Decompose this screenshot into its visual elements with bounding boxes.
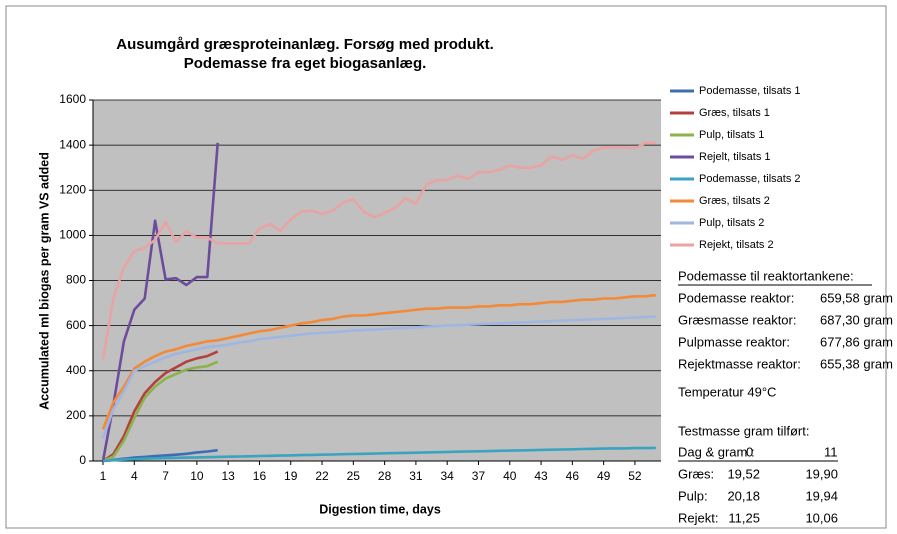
x-tick-label: 1 [100,469,107,483]
test-cell: 20,18 [727,488,760,503]
mass-label: Rejektmasse reaktor: [678,356,801,371]
series-line [101,142,219,462]
x-tick-label: 10 [190,469,204,483]
mass-label: Pulpmasse reaktor: [678,334,790,349]
legend-label: Podemasse, tilsats 2 [699,173,801,185]
mass-value: 655,38 gram [820,356,893,371]
x-tick-label: 49 [597,469,611,483]
x-tick-label: 40 [503,469,517,483]
legend-label: Græs, tilsats 1 [699,107,770,119]
test-cell: 19,90 [805,466,838,481]
legend-label: Rejelt, tilsats 1 [699,151,771,163]
x-tick-label: 34 [441,469,455,483]
x-tick-label: 52 [628,469,642,483]
legend-label: Græs, tilsats 2 [699,195,770,207]
series-line [101,141,656,360]
x-tick-label: 19 [284,469,298,483]
test-header: 0 [746,444,753,459]
series-line [102,446,656,463]
series-line [101,315,656,439]
test-heading: Testmasse gram tilført: [678,423,809,438]
y-tick-label: 600 [66,318,86,332]
mass-value: 687,30 gram [820,312,893,327]
y-tick-label: 1200 [59,182,86,196]
temperature: Temperatur 49°C [678,384,776,399]
chart-title: Ausumgård græsproteinanlæg. Forsøg med p… [116,36,494,53]
y-tick-label: 1000 [59,228,86,242]
x-tick-label: 46 [566,469,580,483]
test-cell: 10,06 [805,510,838,525]
x-axis-label: Digestion time, days [319,502,441,516]
side-panel: Podemasse til reaktortankene: Podemasse r… [678,268,893,525]
mass-value: 677,86 gram [820,334,893,349]
series-line [102,360,219,463]
x-tick-label: 16 [253,469,267,483]
y-axis-label: Accumulated ml biogas per gram VS added [37,152,51,410]
mass-label: Græsmasse reaktor: [678,312,796,327]
y-tick-label: 800 [66,273,86,287]
legend-label: Pulp, tilsats 1 [699,129,764,141]
panel-heading: Podemasse til reaktortankene: [678,268,854,283]
test-cell: 19,52 [727,466,760,481]
legend-label: Rejekt, tilsats 2 [699,239,774,251]
test-cell: Pulp: [678,488,708,503]
series-line [102,350,219,463]
test-cell: Græs: [678,466,714,481]
legend-label: Podemasse, tilsats 1 [699,85,801,97]
mass-value: 659,58 gram [820,290,893,305]
x-tick-label: 22 [315,469,329,483]
x-tick-label: 25 [347,469,361,483]
x-tick-label: 4 [131,469,138,483]
x-tick-label: 7 [162,469,169,483]
test-header: Dag & gram : [678,444,755,459]
x-tick-label: 13 [221,469,235,483]
x-tick-label: 37 [472,469,486,483]
test-header: 11 [824,444,838,459]
legend-label: Pulp, tilsats 2 [699,217,764,229]
chart-title: Podemasse fra eget biogasanlæg. [184,55,427,72]
mass-label: Podemasse reaktor: [678,290,794,305]
series-line [101,293,656,430]
x-tick-label: 31 [409,469,423,483]
test-cell: 19,94 [805,488,838,503]
x-tick-label: 28 [378,469,392,483]
y-tick-label: 1600 [59,92,86,106]
y-tick-label: 400 [66,363,86,377]
x-tick-label: 43 [534,469,548,483]
y-tick-label: 200 [66,408,86,422]
test-cell: 11,25 [728,510,760,525]
test-cell: Rejekt: [678,510,718,525]
y-tick-label: 0 [79,453,86,467]
y-tick-label: 1400 [59,137,86,151]
